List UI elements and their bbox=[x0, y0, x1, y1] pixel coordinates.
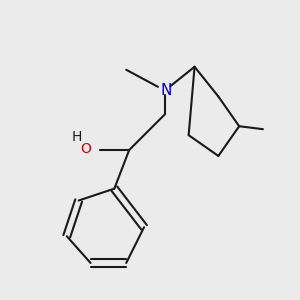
Text: H: H bbox=[72, 130, 83, 144]
Text: N: N bbox=[161, 83, 172, 98]
Text: O: O bbox=[81, 142, 92, 155]
